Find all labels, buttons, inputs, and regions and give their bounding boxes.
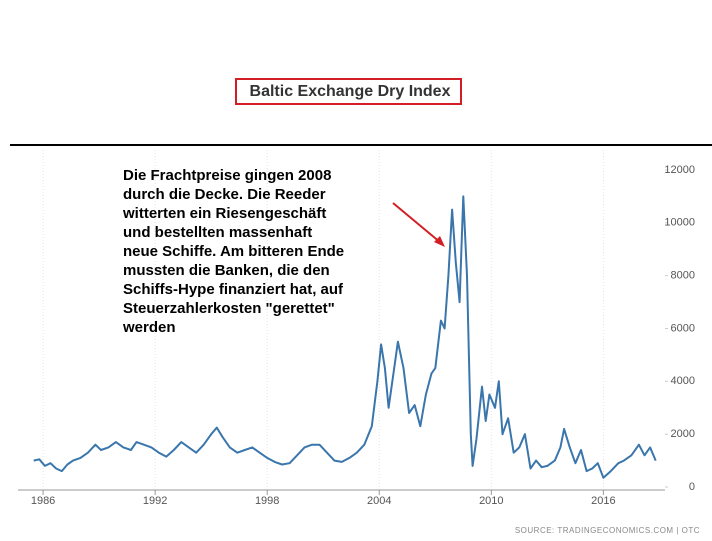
- x-tick-label: 2016: [591, 495, 615, 507]
- y-tick-label: 4000: [671, 375, 695, 387]
- annotation-line: Schiffs-Hype finanziert hat, auf: [123, 281, 344, 298]
- x-tick-label: 1986: [31, 495, 55, 507]
- annotation-line: Die Frachtpreise gingen 2008: [123, 167, 331, 184]
- annotation-line: neue Schiffe. Am bitteren Ende: [123, 243, 344, 260]
- y-tick-label: 8000: [671, 270, 695, 282]
- y-tick-label: 12000: [664, 164, 695, 176]
- title-box: [235, 78, 462, 105]
- arrow-head: [434, 236, 445, 247]
- y-tick-label: 0: [689, 481, 695, 493]
- y-tick-label: 10000: [664, 217, 695, 229]
- chart-title: Baltic Exchange Dry Index: [250, 83, 451, 100]
- annotation-line: und bestellten massenhaft: [123, 224, 312, 241]
- annotation-line: mussten die Banken, die den: [123, 262, 330, 279]
- x-tick-label: 1992: [143, 495, 167, 507]
- annotation-line: witterten ein Riesengeschäft: [122, 205, 326, 222]
- x-tick-label: 2010: [479, 495, 503, 507]
- x-tick-label: 2004: [367, 495, 391, 507]
- annotation-line: durch die Decke. Die Reeder: [123, 186, 326, 203]
- source: SOURCE: TRADINGECONOMICS.COM | OTC: [515, 526, 700, 535]
- annotation-line: Steuerzahlerkosten "gerettet": [123, 300, 335, 317]
- y-tick-label: 2000: [671, 428, 695, 440]
- data-line: [33, 195, 657, 479]
- y-tick-label: 6000: [671, 322, 695, 334]
- x-tick-label: 1998: [255, 495, 279, 507]
- arrow: [392, 202, 442, 244]
- annotation-line: werden: [122, 319, 176, 336]
